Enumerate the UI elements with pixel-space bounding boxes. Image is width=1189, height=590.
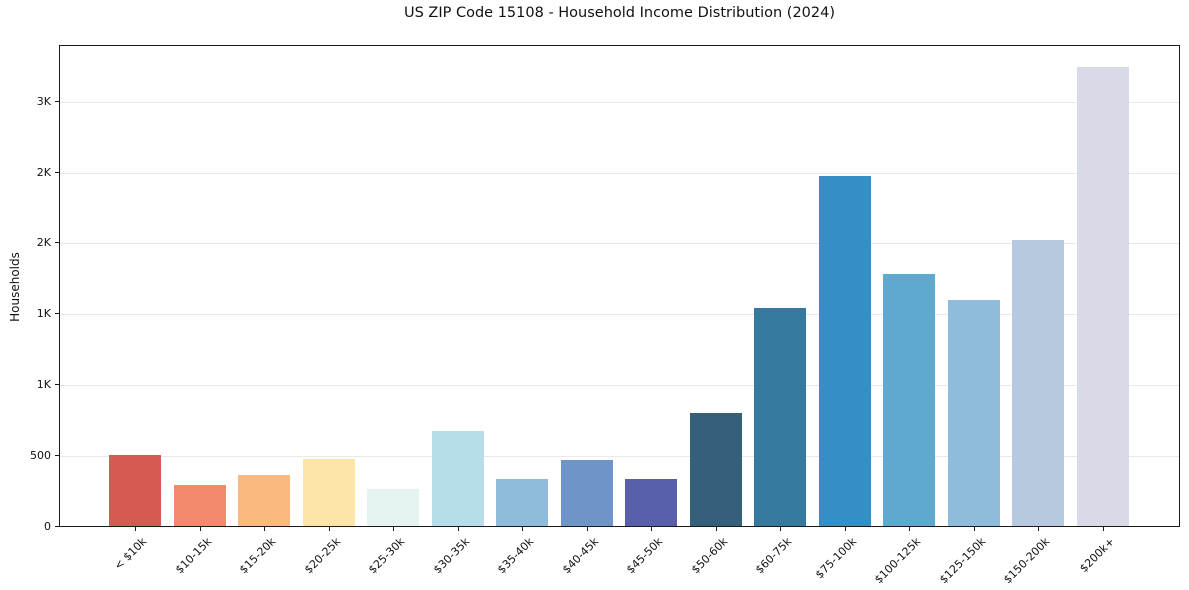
x-tick-mark (1102, 527, 1104, 531)
x-tick-label: $125-150k (936, 535, 989, 587)
y-axis-label: Households (8, 252, 22, 322)
x-tick-label: $15-20k (236, 535, 279, 577)
bar-12 (818, 175, 871, 526)
x-tick-mark (973, 527, 975, 531)
bar-9 (625, 479, 678, 526)
bar-5 (367, 489, 420, 526)
y-tick-label: 0 (44, 520, 51, 533)
x-tick-label: $100-125k (872, 535, 924, 587)
gridline (60, 314, 1179, 316)
y-tick-mark (55, 100, 59, 102)
x-tick-mark (457, 527, 459, 531)
y-tick-label: 1K (36, 378, 51, 392)
y-tick-mark (55, 526, 59, 527)
gridline (60, 172, 1179, 174)
x-tick-mark (909, 527, 911, 531)
x-tick-mark (393, 527, 395, 531)
bar-3 (238, 474, 291, 526)
bar-2 (173, 484, 226, 526)
x-tick-label: < $10k (111, 535, 150, 573)
y-tick-mark (55, 384, 59, 386)
bar-15 (1012, 240, 1065, 526)
x-tick-label: $45-50k (624, 535, 666, 577)
gridline (60, 243, 1179, 245)
x-tick-mark (328, 527, 330, 531)
x-tick-mark (199, 527, 201, 531)
x-tick-mark (715, 527, 717, 531)
x-tick-label: $40-45k (559, 535, 601, 577)
x-tick-label: $30-35k (430, 535, 472, 577)
bar-4 (302, 459, 355, 526)
x-tick-mark (844, 527, 846, 531)
y-tick-label: 2K (36, 236, 51, 250)
plot-area (59, 45, 1180, 527)
gridline (60, 385, 1179, 387)
x-tick-label: $200k+ (1077, 535, 1118, 576)
bar-16 (1076, 67, 1129, 526)
x-tick-mark (264, 527, 266, 531)
bar-10 (689, 413, 742, 526)
x-tick-mark (135, 527, 136, 531)
x-tick-label: $150-200k (1001, 535, 1053, 587)
x-tick-label: $60-75k (753, 535, 795, 577)
y-tick-mark (55, 313, 59, 315)
x-tick-mark (522, 527, 524, 531)
gridline (60, 101, 1179, 103)
x-tick-mark (780, 527, 782, 531)
x-tick-label: $35-40k (495, 535, 537, 577)
x-tick-mark (1038, 527, 1040, 531)
bar-1 (109, 455, 161, 526)
x-tick-label: $25-30k (366, 535, 408, 577)
bar-7 (496, 479, 549, 526)
y-tick-label: 500 (30, 449, 51, 463)
x-tick-label: $50-60k (688, 535, 730, 577)
x-tick-mark (586, 527, 588, 531)
y-tick-mark (55, 242, 59, 244)
bar-11 (754, 307, 807, 526)
x-tick-label: $75-100k (812, 535, 860, 582)
y-tick-label: 3K (36, 94, 51, 108)
y-tick-mark (55, 171, 59, 173)
bar-14 (947, 299, 1000, 526)
bar-13 (883, 273, 936, 526)
x-tick-mark (651, 527, 653, 531)
bar-8 (560, 460, 613, 526)
y-tick-label: 2K (36, 165, 51, 179)
x-tick-label: $20-25k (301, 535, 343, 577)
gridline (60, 456, 1179, 458)
chart-title: US ZIP Code 15108 - Household Income Dis… (403, 5, 836, 21)
y-tick-label: 1K (36, 307, 51, 321)
bar-6 (431, 431, 484, 526)
y-tick-mark (55, 455, 59, 457)
x-tick-label: $10-15k (172, 535, 214, 577)
